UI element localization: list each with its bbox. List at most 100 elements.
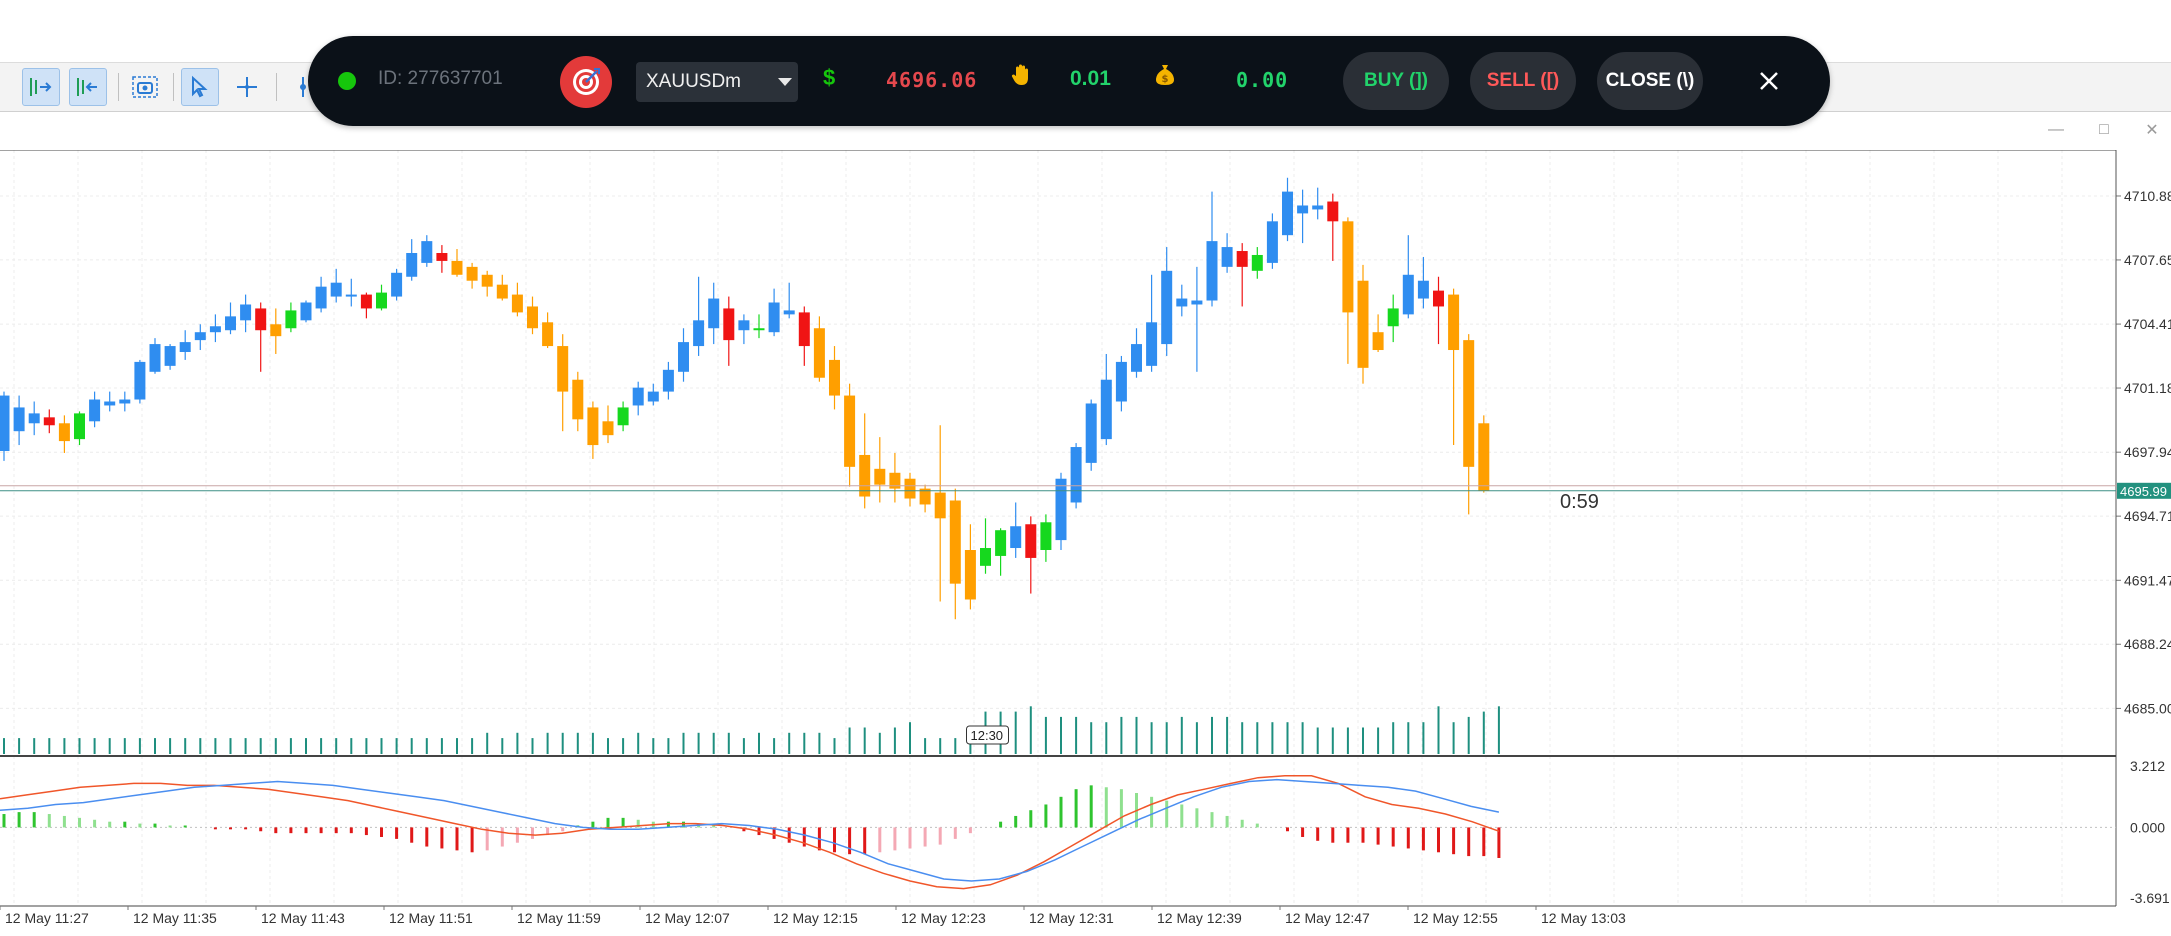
price-axis-label: 4697.94 (2124, 444, 2171, 460)
crosshair-time-label: 12:30 (971, 728, 1004, 743)
candle (632, 387, 644, 406)
candle (481, 274, 493, 287)
time-axis-label: 12 May 11:51 (389, 910, 473, 926)
buy-button[interactable]: BUY (]) (1343, 52, 1449, 110)
candle (1176, 298, 1188, 307)
candle (225, 316, 236, 331)
candle (904, 478, 916, 499)
candle (1372, 332, 1384, 351)
candle (1463, 340, 1475, 467)
candle (768, 302, 780, 333)
time-axis-label: 12 May 11:35 (133, 910, 217, 926)
candle (1402, 274, 1414, 315)
screenshot-icon[interactable] (126, 68, 164, 106)
maximize-icon[interactable]: □ (2099, 121, 2109, 138)
time-axis-label: 12 May 12:55 (1413, 910, 1498, 926)
candle (844, 395, 856, 467)
candle (330, 282, 342, 297)
candle (738, 320, 750, 331)
candle (511, 294, 523, 313)
candle (723, 308, 735, 341)
oscillator-axis-label: 3.212 (2130, 758, 2165, 774)
current-price-label: 4695.99 (2120, 484, 2167, 499)
price-axis-label: 4691.47 (2124, 572, 2171, 588)
chart-window-controls: — □ ✕ (2041, 118, 2171, 142)
candle (1478, 423, 1490, 491)
chart-shift-end-icon[interactable] (69, 68, 107, 106)
close-positions-button[interactable]: CLOSE (\) (1597, 52, 1703, 110)
candle (1115, 361, 1127, 402)
candle (13, 407, 25, 432)
candle (1055, 478, 1067, 541)
price-chart[interactable]: 4710.88 4707.65 4704.41 4701.18 4697.94 4694.… (0, 150, 2171, 936)
chart-shift-icon[interactable] (0, 68, 18, 106)
crosshair-icon[interactable] (228, 68, 266, 106)
toolbar-separator (118, 73, 119, 101)
current-price-tag (2117, 482, 2171, 499)
time-axis-label: 12 May 12:23 (901, 910, 986, 926)
candle (557, 346, 569, 392)
price-axis-label: 4704.41 (2124, 316, 2171, 332)
trade-panel: ID: 277637701 XAUUSDm $ 4696.06 0.01 $ 0… (308, 36, 1830, 126)
candle (421, 241, 433, 263)
candle (255, 308, 267, 331)
candle (1433, 290, 1444, 307)
candle (1327, 201, 1339, 222)
candle (104, 401, 116, 406)
target-icon[interactable] (560, 56, 612, 108)
candle (934, 492, 946, 519)
candle (134, 361, 146, 400)
candle (285, 310, 297, 329)
candle (1161, 270, 1173, 345)
candle (647, 391, 659, 402)
candle (164, 346, 176, 366)
profit-value: 0.00 (1236, 68, 1289, 92)
candle (617, 407, 629, 426)
oscillator-axis-label: -3.691 (2130, 890, 2170, 906)
candle (527, 306, 538, 329)
price-value: 4696.06 (886, 68, 978, 92)
candle (1040, 522, 1052, 550)
lot-size-value: 0.01 (1070, 67, 1111, 90)
hand-icon (1008, 62, 1034, 94)
candle (28, 413, 40, 424)
candle (391, 272, 403, 297)
candle (496, 284, 508, 299)
time-axis-label: 12 May 12:47 (1285, 910, 1370, 926)
candle (572, 379, 584, 420)
candle (1070, 447, 1082, 503)
close-window-icon[interactable]: ✕ (2145, 122, 2159, 139)
dollar-icon: $ (823, 65, 836, 90)
price-axis-label: 4694.71 (2124, 508, 2171, 524)
oscillator-signal-line (0, 775, 1500, 890)
candle (542, 322, 554, 347)
vertical-line-icon[interactable] (284, 68, 322, 106)
candle (1312, 205, 1324, 210)
oscillator-axis-label: 0.000 (2130, 819, 2165, 835)
candle (1266, 221, 1278, 263)
account-id: ID: 277637701 (378, 68, 503, 89)
minimize-icon[interactable]: — (2048, 121, 2064, 138)
close-icon[interactable] (1748, 60, 1790, 102)
candle (466, 266, 478, 281)
sell-button[interactable]: SELL ([) (1470, 52, 1576, 110)
candle (74, 413, 85, 440)
bar-countdown: 0:59 (1560, 491, 1599, 513)
symbol-select[interactable]: XAUUSDm (636, 62, 798, 102)
candle (889, 472, 901, 489)
candle (1085, 403, 1097, 463)
price-axis-label: 4701.18 (2124, 380, 2171, 396)
cursor-icon[interactable] (181, 68, 219, 106)
price-axis-label: 4707.65 (2124, 252, 2171, 268)
time-axis-label: 12 May 12:31 (1029, 910, 1114, 926)
candle (1357, 280, 1369, 368)
time-axis-label: 12 May 12:15 (773, 910, 858, 926)
candle (1206, 241, 1218, 301)
autoscroll-icon[interactable] (22, 68, 60, 106)
candle (995, 530, 1007, 556)
crosshair-time-box (966, 725, 1009, 745)
candle (753, 328, 765, 331)
time-axis-label: 12 May 11:59 (517, 910, 601, 926)
time-axis-label: 12 May 13:03 (1541, 910, 1626, 926)
candle (58, 423, 70, 442)
